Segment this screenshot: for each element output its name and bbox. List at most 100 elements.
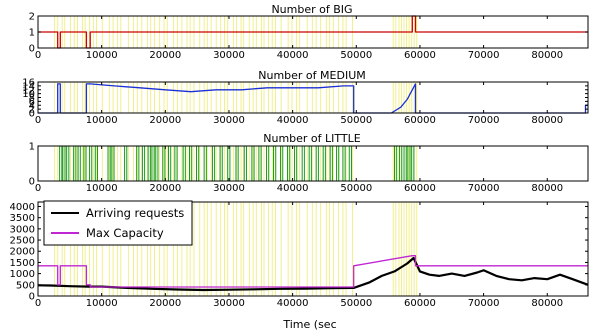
little-pulse bbox=[301, 145, 305, 182]
little-pulse bbox=[151, 145, 155, 182]
x-tick-label: 70000 bbox=[468, 50, 500, 61]
panel-little-title: Number of LITTLE bbox=[263, 132, 361, 145]
x-tick-label: 40000 bbox=[277, 50, 309, 61]
y-tick-label: 0 bbox=[29, 109, 35, 120]
x-tick-label: 20000 bbox=[149, 298, 181, 309]
little-pulse bbox=[308, 145, 312, 182]
x-tick-label: 20000 bbox=[149, 115, 181, 126]
y-tick-label: 16 bbox=[22, 78, 35, 89]
y-tick-label: 0 bbox=[29, 292, 35, 303]
panel-medium-ticks: 0 10000 20000 30000 40000 50000 60000 70000 8000… bbox=[22, 78, 588, 126]
panel-big-title: Number of BIG bbox=[271, 3, 352, 16]
x-tick-label: 50000 bbox=[340, 50, 372, 61]
y-tick-label: 14 bbox=[22, 81, 35, 92]
little-pulse bbox=[77, 145, 81, 182]
panel-medium-title: Number of MEDIUM bbox=[258, 69, 365, 82]
y-tick-label: 0 bbox=[29, 44, 35, 55]
y-tick-label: 2 bbox=[29, 12, 35, 23]
little-pulse bbox=[174, 145, 178, 182]
y-tick-label: 8 bbox=[29, 93, 35, 104]
little-pulse bbox=[59, 145, 63, 182]
x-tick-label: 0 bbox=[35, 183, 41, 194]
little-pulse bbox=[62, 145, 66, 182]
x-tick-label: 80000 bbox=[531, 183, 563, 194]
little-pulse bbox=[141, 145, 146, 182]
little-pulse bbox=[348, 145, 352, 182]
panel-big: Number of BIG 0 10000 20000 30000 40000 50000… bbox=[29, 3, 589, 61]
little-pulse bbox=[89, 145, 93, 182]
panel-requests-plot-area bbox=[37, 255, 589, 292]
little-pulse bbox=[167, 145, 172, 182]
x-tick-label: 30000 bbox=[213, 298, 245, 309]
x-tick-label: 70000 bbox=[468, 298, 500, 309]
x-tick-label: 70000 bbox=[468, 183, 500, 194]
x-tick-label: 60000 bbox=[404, 115, 436, 126]
panel-requests: 0 10000 20000 30000 40000 50000 60000 70000 8000… bbox=[10, 200, 589, 331]
panel-little-ticks: 0 10000 20000 30000 40000 50000 60000 70000 8000… bbox=[29, 142, 588, 194]
x-tick-label: 60000 bbox=[404, 183, 436, 194]
little-pulse bbox=[227, 145, 231, 182]
x-tick-label: 40000 bbox=[277, 115, 309, 126]
little-pulse bbox=[203, 145, 207, 182]
little-pulse bbox=[294, 145, 298, 182]
little-pulse bbox=[315, 145, 319, 182]
x-tick-label: 30000 bbox=[213, 115, 245, 126]
panel-little: Number of LITTLE 0 10000 20000 30000 40000 50… bbox=[29, 132, 589, 194]
little-pulse bbox=[273, 145, 277, 182]
y-tick-label: 4000 bbox=[10, 202, 35, 213]
x-tick-label: 20000 bbox=[149, 183, 181, 194]
little-pulse bbox=[124, 145, 128, 182]
x-tick-label: 10000 bbox=[86, 115, 118, 126]
x-tick-label: 50000 bbox=[340, 115, 372, 126]
y-tick-label: 1 bbox=[29, 142, 35, 153]
x-tick-label: 30000 bbox=[213, 183, 245, 194]
y-tick-label: 2 bbox=[29, 105, 35, 116]
little-pulse bbox=[258, 145, 262, 182]
little-pulse bbox=[266, 145, 270, 182]
y-tick-label: 12 bbox=[22, 85, 35, 96]
little-pulse bbox=[155, 145, 159, 182]
y-tick-label: 0 bbox=[29, 177, 35, 188]
x-tick-label: 0 bbox=[35, 298, 41, 309]
x-tick-label: 10000 bbox=[86, 298, 118, 309]
legend: Arriving requests Max Capacity bbox=[43, 200, 193, 246]
little-pulse bbox=[147, 145, 151, 182]
series-requests-1-line bbox=[38, 255, 588, 288]
panel-medium: Number of MEDIUM 0 10000 20000 30000 40000 50… bbox=[22, 69, 589, 126]
little-pulse bbox=[211, 145, 216, 182]
little-pulse bbox=[336, 145, 340, 182]
y-tick-label: 10 bbox=[22, 89, 35, 100]
y-tick-label: 1 bbox=[29, 28, 35, 39]
little-pulse bbox=[342, 145, 346, 182]
little-pulse bbox=[322, 145, 326, 182]
x-tick-label: 50000 bbox=[340, 298, 372, 309]
x-tick-label: 30000 bbox=[213, 50, 245, 61]
y-tick-label: 1000 bbox=[10, 269, 35, 280]
x-tick-label: 80000 bbox=[531, 50, 563, 61]
legend-box bbox=[43, 200, 193, 246]
little-pulse bbox=[66, 145, 70, 182]
y-tick-label: 6 bbox=[29, 97, 35, 108]
y-tick-label: 500 bbox=[16, 280, 35, 291]
y-tick-label: 2000 bbox=[10, 247, 35, 258]
x-tick-label: 0 bbox=[35, 50, 41, 61]
series-requests-0-line bbox=[37, 256, 589, 292]
panel-medium-highlight-bands bbox=[54, 82, 418, 113]
little-pulse bbox=[196, 145, 200, 182]
x-tick-label: 80000 bbox=[531, 115, 563, 126]
y-tick-label: 2500 bbox=[10, 236, 35, 247]
x-tick-label: 10000 bbox=[86, 183, 118, 194]
little-pulse bbox=[411, 145, 415, 182]
little-pulse bbox=[329, 145, 333, 182]
x-tick-label: 50000 bbox=[340, 183, 372, 194]
little-pulse bbox=[243, 145, 247, 182]
y-tick-label: 1500 bbox=[10, 258, 35, 269]
x-tick-label: 0 bbox=[35, 115, 41, 126]
y-tick-label: 4 bbox=[29, 101, 35, 112]
x-tick-label: 60000 bbox=[404, 298, 436, 309]
x-tick-label: 80000 bbox=[531, 298, 563, 309]
little-pulse bbox=[403, 145, 407, 182]
little-pulse bbox=[399, 145, 403, 182]
y-tick-label: 3500 bbox=[10, 213, 35, 224]
